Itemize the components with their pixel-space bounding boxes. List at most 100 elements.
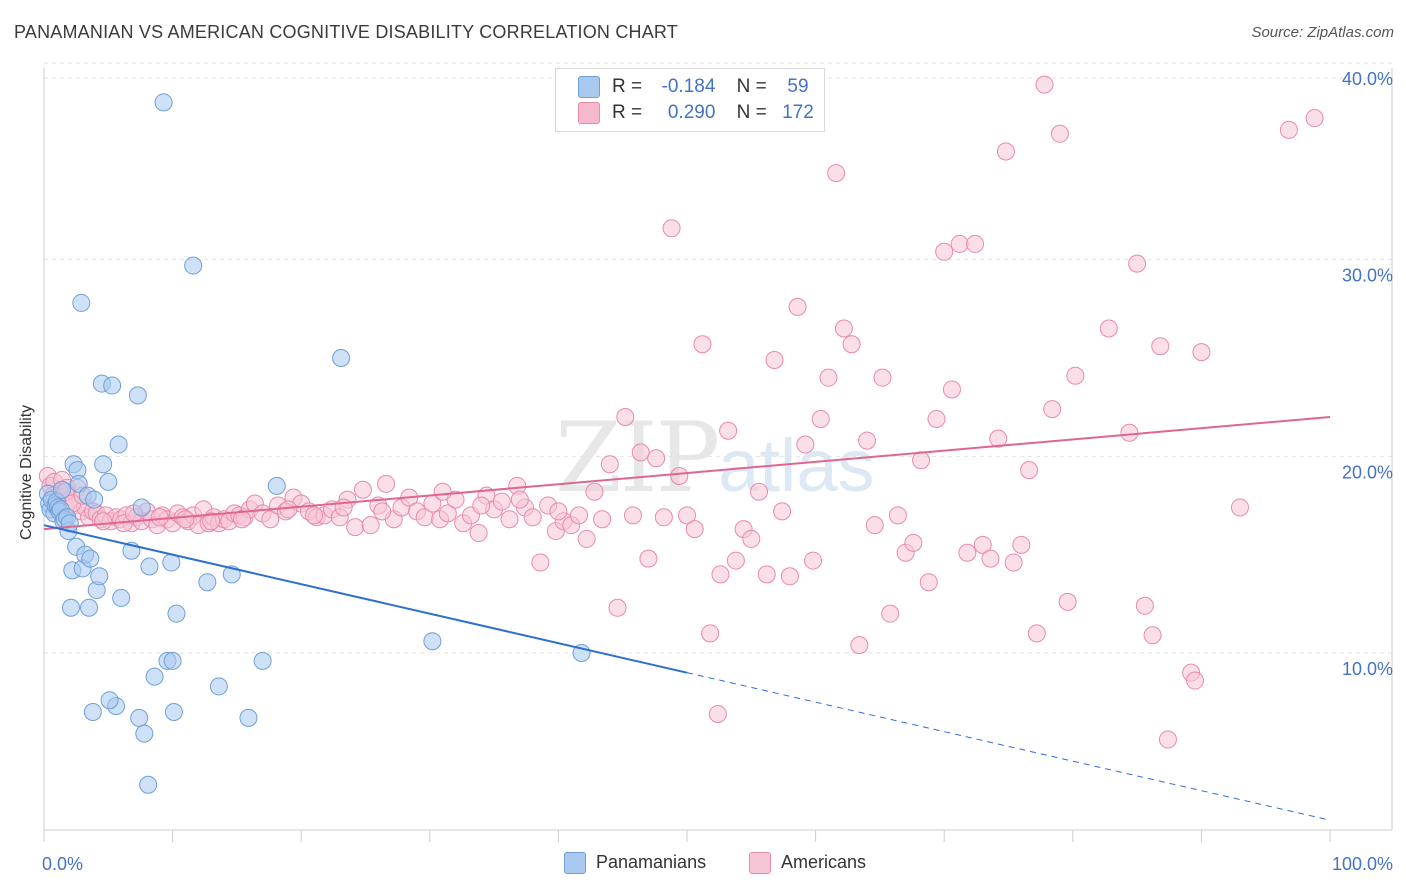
american-point <box>685 520 704 539</box>
panamanian-point <box>132 498 151 517</box>
american-point <box>1305 109 1324 128</box>
american-point <box>438 504 457 523</box>
american-point <box>500 510 519 529</box>
american-point <box>1151 337 1170 356</box>
panamanian-point <box>163 651 182 670</box>
american-point <box>942 380 961 399</box>
american-point <box>966 234 985 253</box>
american-point <box>958 543 977 562</box>
panamanian-point <box>140 557 159 576</box>
american-point <box>523 508 542 527</box>
american-point <box>377 474 396 493</box>
legend-swatch-pink <box>578 102 600 124</box>
american-point <box>788 297 807 316</box>
panamanian-point <box>135 724 154 743</box>
panamanian-point <box>112 588 131 607</box>
panamanian-point <box>332 349 351 367</box>
american-point <box>1143 626 1162 645</box>
american-point <box>1158 730 1177 749</box>
american-point <box>1012 535 1031 554</box>
trend-lines <box>43 416 1331 821</box>
panamanian-point <box>239 708 258 727</box>
legend-swatch-blue <box>564 852 586 875</box>
american-point <box>1027 624 1046 643</box>
american-point <box>1099 319 1118 338</box>
panamanian-point <box>198 573 217 592</box>
american-point <box>1020 461 1039 480</box>
american-point <box>850 636 869 655</box>
american-point <box>919 573 938 592</box>
american-point <box>569 506 588 525</box>
american-point <box>1120 423 1139 442</box>
x-tick-label-min: 0.0% <box>42 854 83 874</box>
american-point <box>973 535 992 554</box>
american-point <box>1279 120 1298 139</box>
panamanian-point <box>139 775 158 794</box>
american-point <box>950 234 969 253</box>
american-point <box>593 510 612 529</box>
legend-label-americans: Americans <box>781 852 867 872</box>
american-point <box>757 565 776 584</box>
american-point <box>1050 124 1069 143</box>
american-point <box>373 502 392 521</box>
panamanian-point <box>167 604 186 623</box>
american-point <box>1230 498 1249 517</box>
american-point <box>623 506 642 525</box>
americans-trend-line <box>43 416 1331 531</box>
american-point <box>873 368 892 387</box>
american-point <box>773 502 792 521</box>
panamanians-trend-line <box>43 524 688 674</box>
panamanian-point <box>81 549 100 568</box>
legend-r-value: -0.184 <box>661 76 716 98</box>
american-point <box>150 508 169 527</box>
panamanian-point <box>103 376 122 395</box>
panamanian-point <box>53 480 72 499</box>
legend-n-label: N = <box>736 102 767 124</box>
y-tick-label: 30.0% <box>1342 266 1393 286</box>
legend-r-label: R = <box>612 102 643 124</box>
american-point <box>796 435 815 454</box>
american-point <box>279 500 298 519</box>
source-label: Source: ZipAtlas.com <box>1251 24 1394 41</box>
american-point <box>927 409 946 428</box>
panamanian-point <box>99 472 118 491</box>
american-point <box>1066 366 1085 385</box>
x-tick-label-max: 100.0% <box>1332 854 1393 874</box>
american-point <box>469 524 488 543</box>
panamanian-point <box>184 256 203 275</box>
american-point <box>888 506 907 525</box>
american-point <box>346 518 365 537</box>
y-tick-label: 20.0% <box>1342 462 1393 482</box>
panamanian-point <box>72 293 91 312</box>
american-point <box>780 567 799 586</box>
panamanian-point <box>80 598 99 617</box>
american-point <box>827 164 846 183</box>
american-point <box>639 549 658 568</box>
american-point <box>176 510 195 529</box>
american-point <box>742 529 761 548</box>
y-tick-labels: 10.0% 20.0% 30.0% 40.0% <box>1342 69 1393 679</box>
legend-n-label: N = <box>736 76 767 98</box>
american-point <box>433 482 452 501</box>
panamanian-point <box>128 386 147 405</box>
legend-r-value: 0.290 <box>667 102 716 124</box>
american-point <box>989 429 1008 448</box>
american-point <box>647 449 666 468</box>
stats-legend: R = -0.184 N = 59 R = 0.290 N = 172 <box>555 68 825 132</box>
american-point <box>1035 75 1054 94</box>
american-point <box>510 490 529 509</box>
chart-title: PANAMANIAN VS AMERICAN COGNITIVE DISABIL… <box>14 22 678 42</box>
american-point <box>881 604 900 623</box>
legend-row-panamanians: R = -0.184 N = 59 <box>578 76 824 100</box>
american-point <box>904 533 923 552</box>
american-point <box>865 516 884 535</box>
american-point <box>819 368 838 387</box>
american-point <box>662 219 681 238</box>
american-point <box>693 335 712 354</box>
legend-n-value: 172 <box>782 102 814 124</box>
american-point <box>1058 592 1077 611</box>
american-point <box>531 553 550 572</box>
american-point <box>708 704 727 723</box>
americans-points <box>38 75 1324 749</box>
